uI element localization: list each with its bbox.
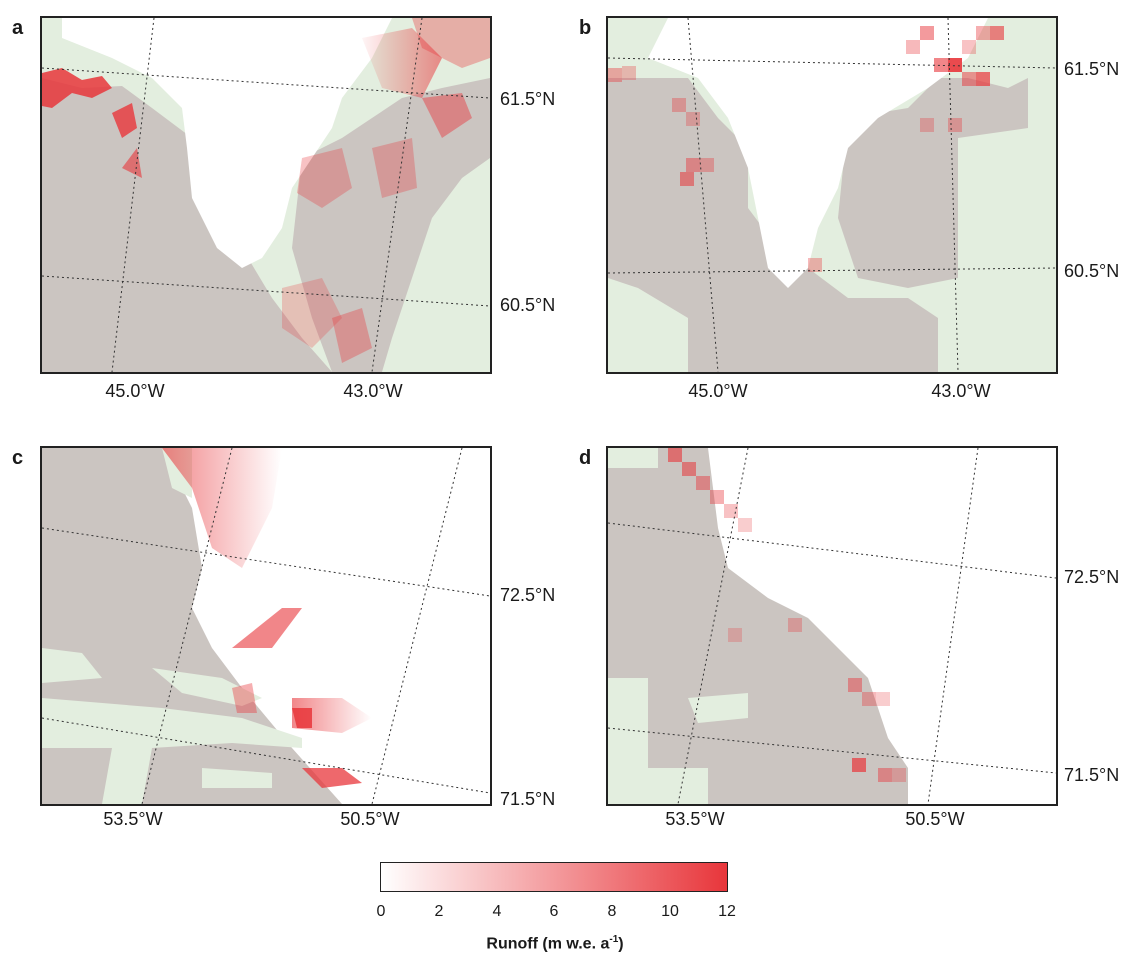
colorbar-tick: 0: [376, 903, 386, 920]
graticule: [42, 448, 490, 804]
land-area-east: [292, 78, 490, 372]
panel-letter-d: d: [579, 447, 592, 469]
runoff-patch: [372, 138, 417, 198]
panel-letter-c: c: [12, 447, 24, 469]
runoff-patch: [292, 708, 312, 728]
lon-label: 45.0°W: [105, 381, 165, 401]
runoff-patch: [232, 683, 257, 713]
map-panel-b: [606, 16, 1058, 374]
colorbar-title-sup: -1: [609, 934, 619, 945]
lat-label: 72.5°N: [500, 585, 556, 605]
ice-sheet: [62, 18, 392, 268]
graticule: [608, 448, 1056, 804]
colorbar-tick: 2: [434, 903, 444, 920]
lat-label: 61.5°N: [1064, 59, 1120, 79]
lon-label: 53.5°W: [103, 809, 163, 829]
lat-label: 61.5°N: [500, 89, 556, 109]
panel-letter-b: b: [579, 17, 592, 39]
colorbar-tick: 10: [661, 903, 679, 920]
land-area-east: [838, 78, 1028, 288]
runoff-patch: [112, 103, 137, 138]
colorbar-tick: 8: [607, 903, 617, 920]
lon-label: 45.0°W: [688, 381, 748, 401]
runoff-patch: [422, 93, 472, 138]
ice-sheet: [648, 18, 988, 288]
graticule: [608, 18, 1056, 372]
land-area: [42, 78, 332, 372]
ocean-channels: [42, 448, 302, 804]
colorbar-tick: 12: [718, 903, 736, 920]
runoff-patch: [162, 448, 282, 568]
colorbar: [380, 862, 728, 892]
lat-label: 71.5°N: [500, 789, 556, 809]
lon-label: 50.5°W: [905, 809, 965, 829]
lat-label: 60.5°N: [500, 295, 556, 315]
map-panel-c: [40, 446, 492, 806]
runoff-patch: [302, 768, 362, 788]
map-a-svg: [42, 18, 490, 372]
lon-label: 43.0°W: [343, 381, 403, 401]
runoff-patch: [297, 148, 352, 208]
runoff-cells: [608, 26, 1004, 272]
map-panel-a: [40, 16, 492, 374]
runoff-patch: [412, 18, 490, 68]
lat-label: 60.5°N: [1064, 261, 1120, 281]
runoff-patch: [122, 148, 142, 178]
lon-label: 50.5°W: [340, 809, 400, 829]
runoff-patch: [362, 28, 442, 98]
map-c-svg: [42, 448, 490, 804]
runoff-cells: [668, 448, 906, 782]
map-panel-d: [606, 446, 1058, 806]
lon-label: 43.0°W: [931, 381, 991, 401]
map-b-svg: [608, 18, 1056, 372]
lon-label: 53.5°W: [665, 809, 725, 829]
runoff-patch: [332, 308, 372, 363]
land-area: [608, 78, 938, 372]
colorbar-title-end: ): [618, 935, 624, 953]
land-area: [608, 448, 908, 804]
colorbar-tick: 4: [492, 903, 502, 920]
lat-label: 71.5°N: [1064, 765, 1120, 785]
lat-label: 72.5°N: [1064, 567, 1120, 587]
colorbar-title: Runoff (m w.e. a-1): [486, 934, 623, 953]
runoff-patch: [42, 68, 112, 108]
ocean-area-south: [608, 278, 688, 372]
colorbar-title-text: Runoff (m w.e. a: [486, 935, 610, 953]
panel-letter-a: a: [12, 17, 24, 39]
colorbar-tick: 6: [549, 903, 559, 920]
map-d-svg: [608, 448, 1056, 804]
runoff-patch: [232, 608, 302, 648]
